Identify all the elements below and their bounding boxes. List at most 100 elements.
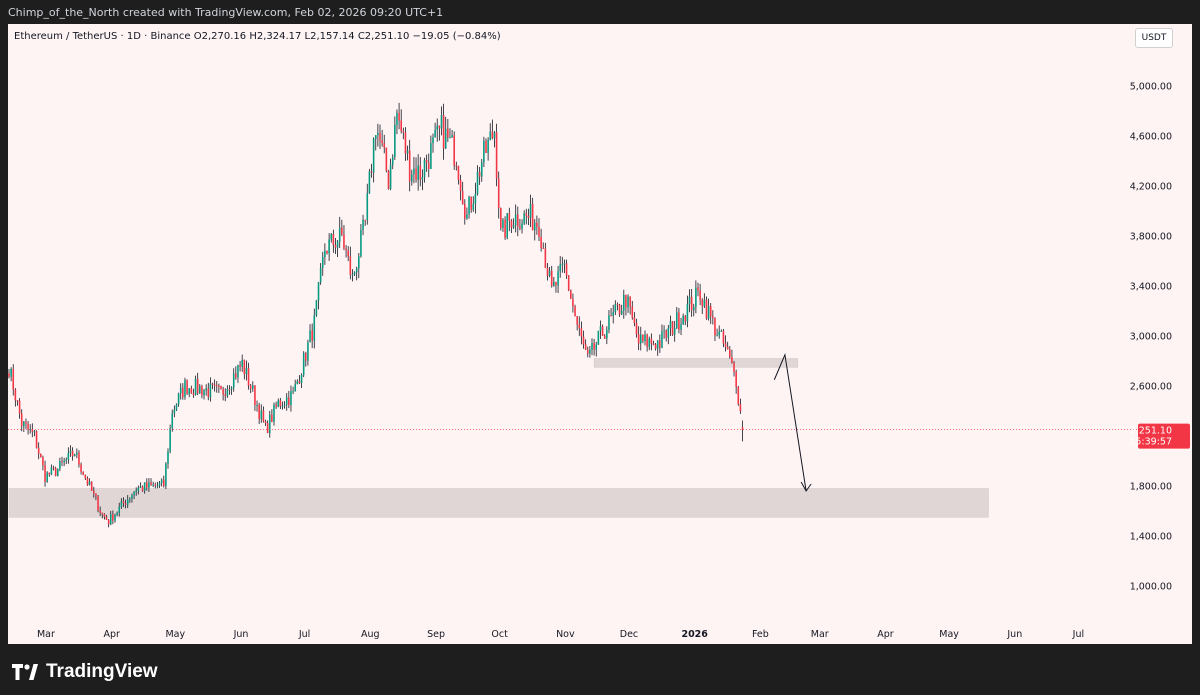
candle-body — [656, 340, 659, 349]
currency-selector[interactable]: USDT — [1135, 28, 1173, 48]
candle-body — [179, 387, 182, 394]
candle-105 — [228, 385, 231, 395]
candle-53 — [118, 502, 121, 517]
candle-44 — [99, 506, 101, 517]
tradingview-logo[interactable]: TradingView — [12, 661, 158, 683]
candle-body — [563, 263, 566, 265]
candle-body — [381, 140, 383, 144]
candle-82 — [179, 383, 182, 400]
candle-body — [394, 124, 396, 157]
candle-264 — [565, 259, 568, 279]
candle-8 — [23, 420, 25, 432]
candle-body — [213, 384, 216, 386]
candle-body — [739, 404, 742, 412]
candle-body — [542, 247, 545, 249]
candle-337 — [720, 329, 723, 332]
candle-17 — [42, 455, 44, 471]
x-tick-label: 2026 — [681, 629, 708, 640]
candle-body — [141, 486, 144, 491]
candle-body — [126, 499, 129, 505]
candle-151 — [326, 250, 328, 255]
candle-body — [692, 306, 695, 311]
candle-body — [143, 482, 146, 491]
candle-190 — [408, 139, 411, 192]
candle-227 — [487, 137, 489, 161]
candle-body — [135, 490, 137, 492]
x-tick-label: Apr — [877, 629, 894, 640]
candle-30 — [69, 445, 72, 457]
candle-246 — [527, 208, 530, 226]
candle-body — [470, 196, 472, 210]
candle-94 — [205, 384, 207, 396]
candle-163 — [351, 269, 354, 282]
candle-body — [597, 330, 600, 345]
candle-184 — [396, 109, 398, 135]
candle-body — [271, 414, 273, 422]
candle-body — [741, 427, 744, 430]
symbol-legend[interactable]: Ethereum / TetherUS · 1D · Binance O2,27… — [14, 31, 501, 42]
candle-179 — [385, 147, 388, 173]
x-tick-label: Oct — [491, 629, 508, 640]
candle-324 — [692, 303, 695, 317]
candle-144 — [311, 323, 313, 349]
candle-52 — [116, 511, 118, 517]
candle-115 — [249, 383, 252, 394]
candle-body — [232, 373, 235, 388]
candle-body — [173, 409, 176, 414]
candle-body — [31, 429, 34, 432]
x-tick-label: Jul — [1072, 629, 1084, 640]
candle-body — [582, 336, 585, 345]
candle-134 — [290, 385, 292, 412]
candle-296 — [633, 312, 636, 327]
candle-13 — [33, 430, 36, 437]
candle-body — [536, 222, 538, 227]
candle-body — [252, 385, 254, 389]
candle-219 — [470, 196, 472, 213]
candle-302 — [646, 333, 648, 352]
candle-body — [90, 481, 93, 491]
x-tick-label: Feb — [752, 629, 769, 640]
chart-area[interactable]: 1,000.00 1,400.00 1,800.00 2,600.00 3,000.00… — [8, 24, 1192, 644]
candle-222 — [476, 165, 479, 196]
candle-48 — [107, 519, 110, 528]
candle-body — [709, 306, 712, 317]
candle-243 — [521, 219, 523, 234]
candle-body — [148, 482, 150, 488]
candle-body — [591, 343, 593, 351]
candle-180 — [387, 169, 390, 190]
candle-268 — [574, 304, 576, 317]
candle-323 — [690, 288, 693, 317]
candle-body — [576, 316, 578, 325]
candle-body — [362, 219, 364, 230]
candle-body — [502, 219, 504, 228]
candle-159 — [343, 225, 345, 251]
candle-body — [724, 343, 727, 347]
candle-211 — [453, 131, 455, 170]
candle-body — [154, 484, 157, 486]
candle-body — [519, 226, 521, 229]
candle-303 — [648, 336, 651, 351]
x-tick-label: Jul — [298, 629, 310, 640]
candle-body — [606, 329, 608, 339]
candle-28 — [65, 457, 68, 465]
candle-188 — [404, 127, 407, 161]
candle-body — [109, 514, 112, 525]
candle-86 — [188, 387, 190, 398]
candle-138 — [298, 375, 301, 384]
candle-body — [586, 349, 589, 354]
candle-body — [207, 388, 210, 397]
candle-body — [661, 331, 663, 348]
candle-body — [321, 256, 324, 268]
candle-293 — [627, 294, 629, 313]
x-tick-label: Apr — [103, 629, 120, 640]
y-tick-label: 3,400.00 — [1130, 282, 1172, 293]
candle-10 — [27, 421, 29, 435]
candle-141 — [305, 351, 307, 367]
candle-87 — [190, 385, 193, 394]
candle-body — [84, 474, 87, 479]
candle-body — [241, 359, 243, 367]
candle-body — [546, 268, 549, 276]
price-chart[interactable]: 1,000.00 1,400.00 1,800.00 2,600.00 3,000.00… — [8, 24, 1192, 644]
candle-241 — [517, 206, 519, 237]
candle-body — [682, 315, 684, 325]
